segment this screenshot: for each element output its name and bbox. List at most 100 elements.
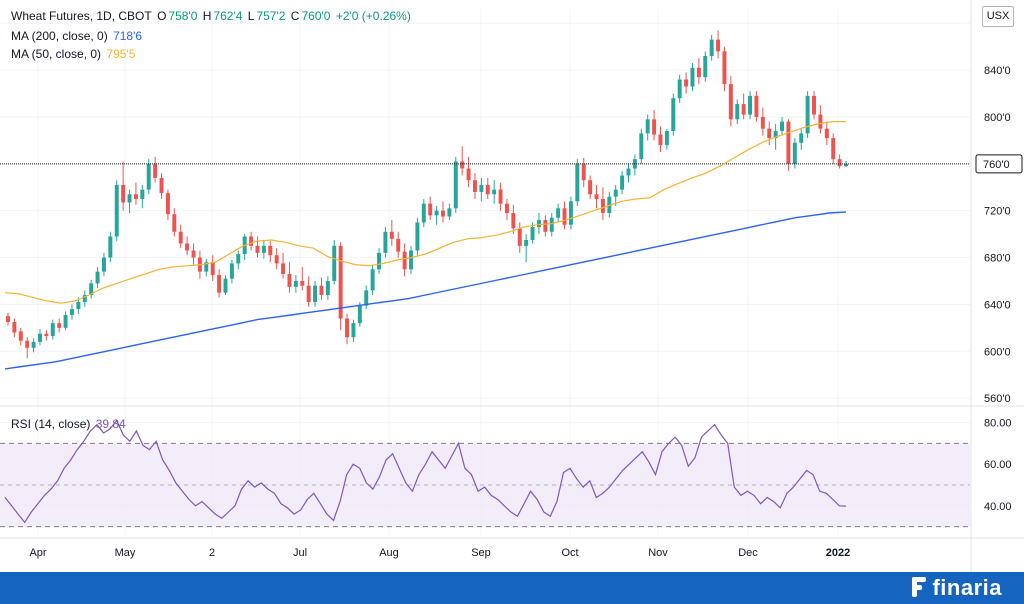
candle-body bbox=[69, 309, 74, 315]
candle-body bbox=[690, 67, 695, 87]
candle-body bbox=[600, 198, 605, 214]
candle-body bbox=[792, 142, 797, 164]
candle-body bbox=[524, 239, 529, 246]
candle bbox=[210, 255, 215, 281]
candle bbox=[191, 243, 196, 265]
candle-body bbox=[319, 285, 324, 296]
candle bbox=[466, 156, 471, 188]
candle bbox=[594, 184, 599, 209]
candle-body bbox=[178, 231, 183, 244]
candle bbox=[57, 318, 62, 333]
candle bbox=[568, 196, 573, 230]
candle-body bbox=[786, 121, 791, 164]
time-axis-label: May bbox=[115, 547, 136, 559]
candle bbox=[441, 201, 445, 223]
candle bbox=[351, 319, 356, 342]
candle-body bbox=[709, 39, 714, 57]
candle-body bbox=[466, 168, 471, 181]
candle bbox=[498, 182, 503, 211]
candle bbox=[345, 313, 350, 345]
candle bbox=[517, 222, 522, 253]
candle bbox=[837, 154, 842, 169]
candle bbox=[748, 91, 753, 120]
candle-body bbox=[140, 189, 145, 199]
candle bbox=[428, 196, 433, 221]
candle bbox=[664, 128, 669, 150]
candle bbox=[812, 91, 816, 120]
candle-body bbox=[492, 189, 497, 195]
candle bbox=[338, 242, 343, 331]
candle bbox=[556, 203, 561, 223]
candle-body bbox=[50, 323, 55, 337]
candle bbox=[89, 279, 94, 299]
candle-body bbox=[735, 104, 740, 120]
candle bbox=[626, 163, 631, 183]
candle-body bbox=[133, 194, 138, 199]
candle bbox=[575, 159, 580, 206]
candle-body bbox=[722, 51, 727, 85]
candle-body bbox=[594, 194, 599, 199]
candle bbox=[127, 189, 132, 214]
legend-low: 757'2 bbox=[256, 9, 286, 23]
candle bbox=[172, 208, 177, 237]
candle bbox=[728, 75, 733, 127]
legend-ma200-value: 718'6 bbox=[113, 29, 143, 43]
candle bbox=[613, 184, 618, 206]
legend-rsi: RSI (14, close) 39.84 bbox=[11, 417, 128, 431]
current-price-badge-label: 760'0 bbox=[983, 159, 1010, 171]
finaria-logo-icon bbox=[912, 577, 927, 597]
candle bbox=[639, 128, 644, 164]
price-axis-label: 640'0 bbox=[984, 299, 1011, 311]
candle-body bbox=[338, 245, 343, 319]
candle-body bbox=[114, 184, 119, 237]
candle-body bbox=[511, 213, 516, 229]
candles bbox=[6, 30, 848, 359]
candle-body bbox=[274, 255, 279, 264]
legend-close-label: C bbox=[290, 9, 300, 23]
candle-body bbox=[191, 250, 196, 258]
candle-body bbox=[6, 316, 10, 322]
candle-body bbox=[389, 231, 394, 239]
candle-body bbox=[504, 203, 509, 214]
candle-body bbox=[287, 273, 292, 287]
legend-symbol: Wheat Futures, 1D, CBOT bbox=[11, 9, 152, 23]
time-axis-label: Oct bbox=[561, 547, 578, 559]
candle bbox=[12, 318, 17, 338]
candle-body bbox=[543, 220, 548, 232]
candle-body bbox=[626, 168, 631, 176]
candle-body bbox=[530, 227, 535, 240]
candle-body bbox=[18, 331, 23, 341]
time-axis-label: Jul bbox=[293, 547, 307, 559]
candle bbox=[18, 327, 23, 346]
candle-body bbox=[293, 280, 298, 287]
candle bbox=[325, 276, 330, 300]
candle bbox=[402, 243, 407, 277]
candle bbox=[357, 302, 362, 327]
candle-body bbox=[812, 95, 816, 115]
candle bbox=[287, 262, 292, 293]
candle-body bbox=[645, 119, 650, 134]
candle bbox=[453, 156, 458, 214]
candle bbox=[754, 91, 759, 122]
candle bbox=[632, 154, 637, 176]
candle bbox=[472, 173, 477, 199]
candle-body bbox=[517, 228, 522, 246]
legend-ma50-label: MA (50, close, 0) bbox=[11, 47, 102, 61]
candle bbox=[319, 277, 324, 300]
candle bbox=[722, 46, 727, 92]
candle-body bbox=[377, 252, 382, 270]
candle-body bbox=[434, 210, 439, 216]
chart-svg: 880'0840'0800'0760'0720'0680'0640'0600'0… bbox=[0, 0, 1024, 572]
candle bbox=[31, 338, 36, 353]
candle-body bbox=[370, 269, 375, 291]
candle-body bbox=[568, 201, 573, 225]
candle-body bbox=[31, 341, 36, 348]
currency-button[interactable]: USX bbox=[982, 6, 1014, 27]
candle-body bbox=[223, 278, 228, 293]
candle bbox=[101, 252, 106, 277]
candle bbox=[268, 241, 273, 263]
candle-body bbox=[421, 203, 426, 223]
time-axis-label: 2 bbox=[209, 547, 215, 559]
candle-body bbox=[44, 333, 49, 337]
